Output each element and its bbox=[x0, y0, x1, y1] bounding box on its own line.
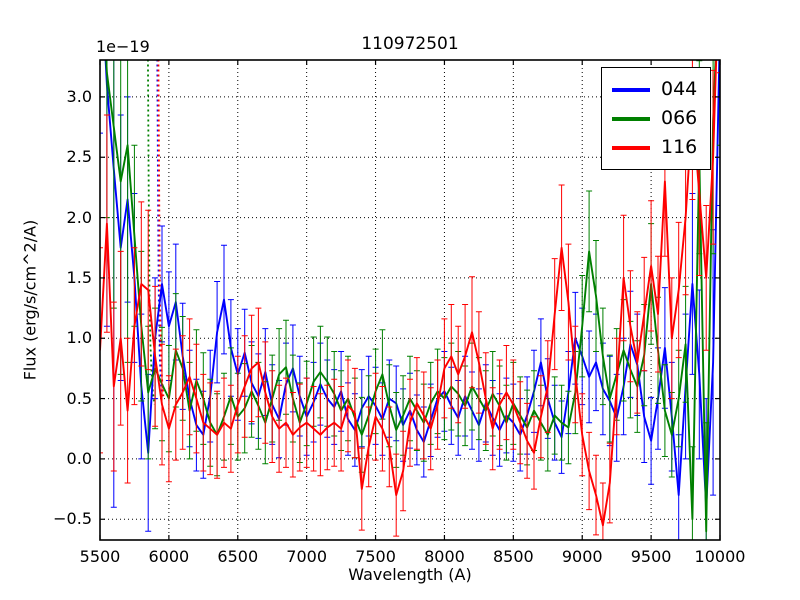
legend-label: 066 bbox=[661, 107, 698, 129]
legend-entry-044: 044 bbox=[612, 75, 700, 104]
axes-spines bbox=[99, 59, 721, 541]
flux-line-116 bbox=[100, 60, 718, 527]
x-tick-label: 10000 bbox=[694, 547, 746, 566]
y-tick-label: 0.5 bbox=[66, 388, 92, 408]
legend-line-swatch bbox=[612, 116, 650, 121]
legend-line-swatch bbox=[612, 145, 650, 150]
legend-label: 044 bbox=[661, 78, 698, 100]
sky-noise-066-dotted-curve bbox=[147, 60, 156, 405]
y-axis-offset-text: 1e−19 bbox=[96, 37, 150, 56]
dotted-curves bbox=[147, 60, 165, 405]
legend-entry-066: 066 bbox=[612, 104, 700, 133]
y-tick-label: −0.5 bbox=[53, 509, 92, 529]
x-tick-label: 7000 bbox=[286, 547, 328, 566]
y-tick-label: 1.0 bbox=[66, 328, 92, 348]
x-tick-label: 6500 bbox=[217, 547, 259, 566]
y-tick-label: 2.0 bbox=[66, 207, 92, 227]
legend: 044 066 116 bbox=[601, 67, 711, 170]
x-tick-label: 8500 bbox=[492, 547, 534, 566]
y-tick-label: 2.5 bbox=[66, 147, 92, 167]
x-tick-label: 9500 bbox=[630, 547, 672, 566]
x-axis-label: Wavelength (A) bbox=[348, 565, 472, 584]
y-tick-label: 1.5 bbox=[66, 267, 92, 287]
x-tick-label: 7500 bbox=[355, 547, 396, 566]
y-axis-label: Flux (erg/s/cm^2/A) bbox=[20, 219, 40, 381]
x-tick-label: 5500 bbox=[79, 547, 121, 566]
legend-line-swatch bbox=[612, 87, 650, 92]
plot-title: 110972501 bbox=[361, 34, 459, 54]
tick-marks bbox=[99, 60, 721, 540]
y-tick-label: 0.0 bbox=[66, 448, 92, 468]
legend-label: 116 bbox=[661, 136, 698, 158]
x-tick-label: 9000 bbox=[561, 547, 603, 566]
x-tick-label: 8000 bbox=[424, 547, 465, 566]
x-tick-label: 6000 bbox=[148, 547, 190, 566]
series-116 bbox=[100, 60, 720, 540]
legend-entry-116: 116 bbox=[612, 133, 700, 162]
y-tick-label: 3.0 bbox=[66, 86, 92, 106]
